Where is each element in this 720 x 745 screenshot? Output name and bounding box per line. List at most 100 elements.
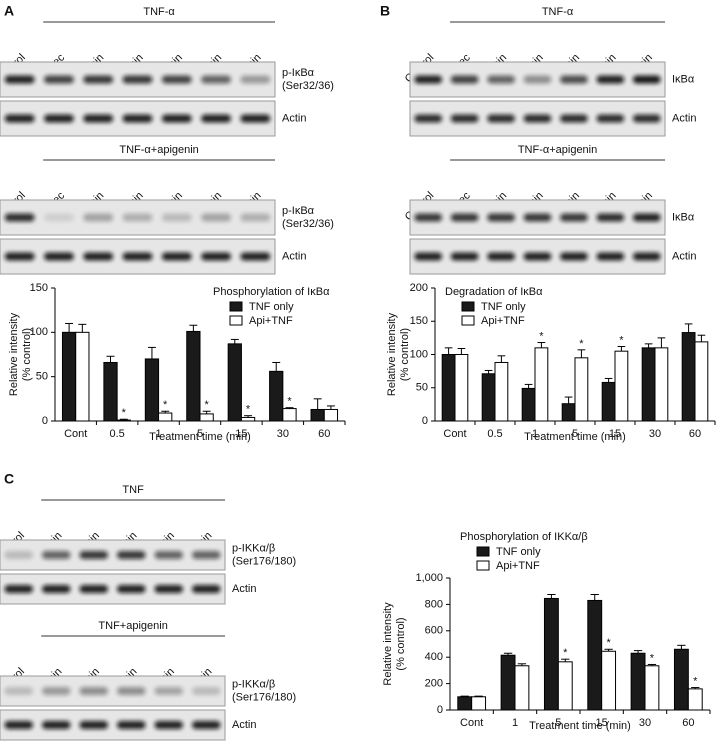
bar <box>471 696 487 711</box>
blot-band <box>154 721 183 729</box>
x-tick-label: 1 <box>512 717 518 729</box>
blot-band <box>79 551 108 559</box>
legend-label: TNF only <box>249 301 294 313</box>
treatment-label: TNF+apigenin <box>98 620 167 632</box>
row-label: Actin <box>232 583 256 595</box>
significance-mark: * <box>246 404 251 416</box>
treatment-label: TNF-α <box>542 6 574 18</box>
row-label: Actin <box>672 112 696 124</box>
blot-band <box>154 585 183 593</box>
blot-band <box>414 114 443 123</box>
blot-band <box>192 585 221 593</box>
blot-band <box>487 213 515 222</box>
bar <box>601 381 616 422</box>
blot-background <box>0 573 226 605</box>
blot-band <box>523 252 552 261</box>
bar <box>227 343 242 422</box>
x-tick-label: 15 <box>596 717 608 729</box>
legend-label: TNF only <box>481 301 526 313</box>
significance-mark: * <box>539 330 544 342</box>
blot-band <box>414 213 443 222</box>
legend-swatch <box>476 546 490 557</box>
bar <box>454 354 469 422</box>
treatment-label: TNF-α <box>143 6 175 18</box>
y-axis-label: (% control) <box>399 328 411 381</box>
bar <box>158 412 173 422</box>
blot-band <box>201 213 231 222</box>
bar <box>673 648 689 711</box>
x-tick-label: Cont <box>64 428 87 440</box>
y-tick-label: 0 <box>42 415 48 427</box>
blot-band <box>192 687 221 695</box>
significance-mark: * <box>287 396 292 408</box>
bar <box>116 419 131 422</box>
blot-band <box>79 687 108 695</box>
bar <box>61 331 77 422</box>
blot-band <box>4 551 33 559</box>
blot-band <box>122 75 153 84</box>
blot-background <box>0 539 226 571</box>
treatment-label: TNF-α+apigenin <box>119 144 198 156</box>
blot-band <box>596 75 625 84</box>
blot-band <box>596 114 625 123</box>
blot-band <box>4 114 35 123</box>
row-label: Actin <box>282 250 306 262</box>
x-tick-label: 60 <box>689 428 701 440</box>
row-label: p-IκBα <box>282 67 315 79</box>
blot-band <box>42 585 71 593</box>
blot-band <box>83 213 114 222</box>
chart-title: Degradation of IκBα <box>445 286 543 298</box>
x-tick-label: 5 <box>197 428 203 440</box>
significance-mark: * <box>204 399 209 411</box>
bar <box>543 597 559 711</box>
chart-title: Phosphorylation of IKKα/β <box>460 531 588 543</box>
blot-band <box>487 75 515 84</box>
row-label: p-IKKα/β <box>232 678 275 690</box>
blot-band <box>240 252 271 261</box>
bar <box>269 370 284 422</box>
blot-band <box>122 252 153 261</box>
x-axis-label: Treatment time (min) <box>524 431 626 443</box>
blot-band <box>161 75 192 84</box>
blot-band <box>161 213 192 222</box>
legend-swatch <box>229 301 243 312</box>
bar <box>557 661 573 711</box>
y-axis-label: Relative intensity <box>386 312 398 396</box>
blot-band <box>201 252 231 261</box>
bar <box>514 665 530 711</box>
blot-band <box>560 213 588 222</box>
legend-swatch <box>476 560 490 571</box>
blot-band <box>560 114 588 123</box>
bar <box>310 408 325 422</box>
significance-mark: * <box>650 652 655 664</box>
y-axis-label: (% control) <box>21 328 33 381</box>
significance-mark: * <box>606 637 611 649</box>
y-axis-label: Relative intensity <box>382 602 394 686</box>
blot-band <box>487 114 515 123</box>
panel-label: A <box>4 3 14 19</box>
blot-band <box>44 114 74 123</box>
x-tick-label: 60 <box>682 717 694 729</box>
y-tick-label: 150 <box>30 282 48 294</box>
x-tick-label: 0.5 <box>487 428 502 440</box>
blot-band <box>83 114 114 123</box>
blot-band <box>4 213 35 222</box>
blot-band <box>83 75 114 84</box>
row-label: p-IκBα <box>282 205 315 217</box>
bar <box>103 361 118 422</box>
bar <box>144 358 160 422</box>
blot-background <box>0 709 226 741</box>
bar <box>199 413 214 422</box>
blot-band <box>154 551 183 559</box>
y-tick-label: 1,000 <box>415 572 443 584</box>
blot-band <box>161 252 192 261</box>
y-tick-label: 50 <box>416 382 428 394</box>
legend-swatch <box>461 315 475 326</box>
blot-band <box>117 551 146 559</box>
bar <box>186 330 201 422</box>
bar <box>614 350 629 422</box>
blot-band <box>4 585 33 593</box>
blot-band <box>117 721 146 729</box>
row-label: (Ser176/180) <box>232 555 296 567</box>
row-label: (Ser32/36) <box>282 80 334 92</box>
